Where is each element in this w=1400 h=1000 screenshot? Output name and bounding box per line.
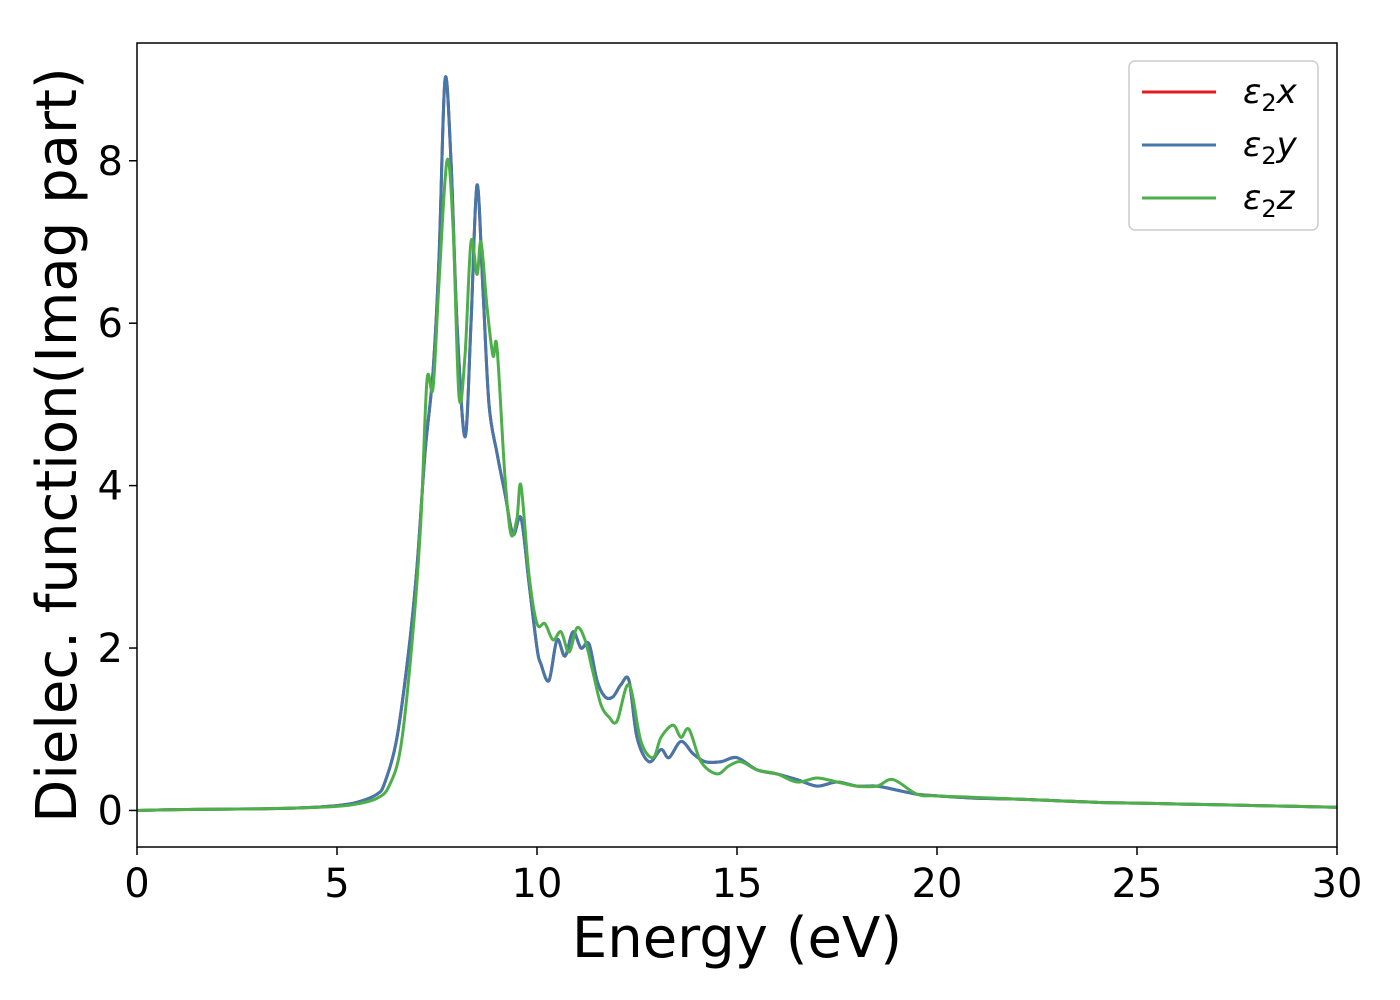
y-tick-label: 0 [98,788,123,834]
x-tick-label: 25 [1112,861,1163,907]
legend-items: ε2x ε2y ε2z [1142,72,1298,223]
legend-label-e2x: ε2x [1243,72,1298,117]
x-tick-label: 5 [324,861,349,907]
x-tick-label: 30 [1312,861,1363,907]
y-axis: 0 2 4 6 8 [98,139,137,834]
legend-label-e2y: ε2y [1243,125,1298,170]
x-tick-label: 0 [124,861,149,907]
y-tick-label: 8 [98,139,123,185]
series-layer [137,75,1337,812]
y-tick-label: 2 [98,626,123,672]
legend-box [1128,60,1319,231]
x-tick-label: 15 [712,861,763,907]
x-tick-label: 20 [912,861,963,907]
legend-label-e2z: ε2z [1243,178,1296,223]
x-tick-label: 10 [512,861,563,907]
x-axis: 0 5 10 15 20 25 30 [124,847,1362,907]
x-axis-label: Energy (eV) [572,906,902,971]
legend: ε2x ε2y ε2z [1128,60,1319,231]
y-axis-label: Dielec. function(Imag part) [25,67,90,823]
series-line-e2z [137,157,1337,812]
y-tick-label: 6 [98,301,123,347]
y-tick-label: 4 [98,464,123,510]
